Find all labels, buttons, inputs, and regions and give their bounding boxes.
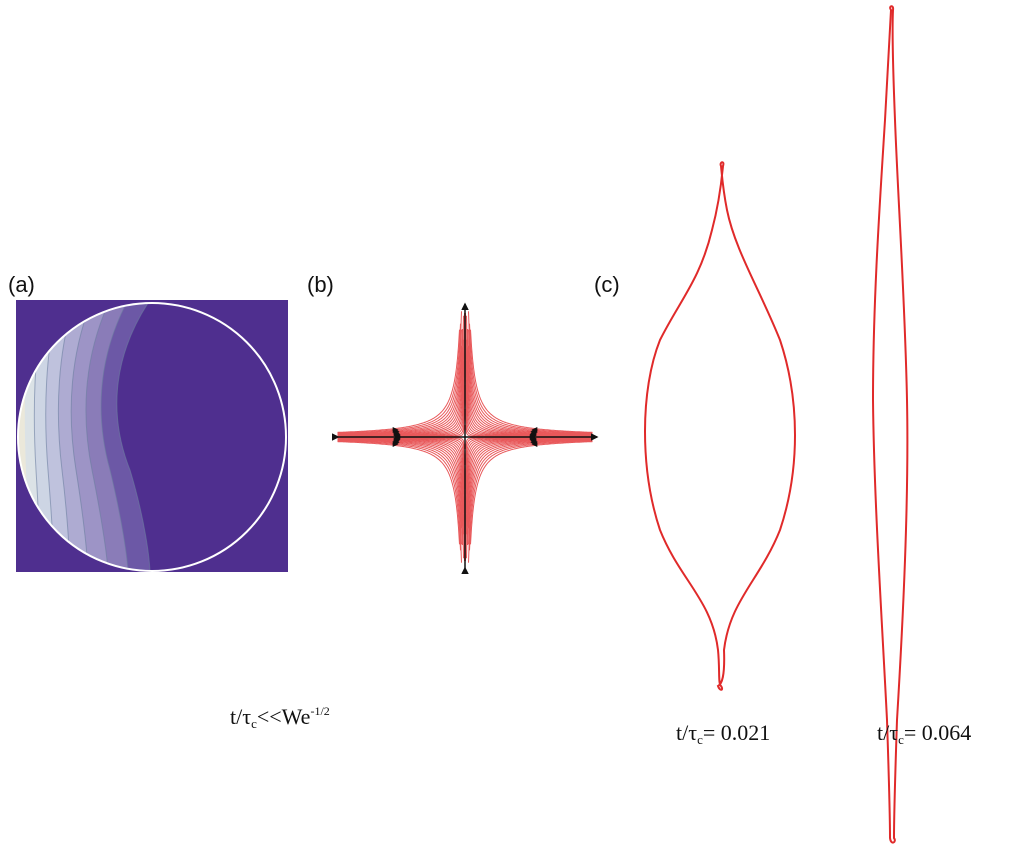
caption-shape1-prefix: t/τ bbox=[676, 720, 698, 745]
streamline bbox=[337, 436, 465, 522]
streamline bbox=[337, 352, 465, 438]
streamline bbox=[465, 436, 593, 522]
streamline bbox=[337, 440, 462, 563]
streamline bbox=[465, 352, 593, 438]
streamline bbox=[466, 437, 593, 514]
streamline bbox=[468, 439, 593, 545]
streamline bbox=[337, 439, 462, 545]
streamline bbox=[337, 323, 461, 434]
streamline bbox=[337, 437, 464, 514]
streamline bbox=[337, 441, 460, 545]
caption-shape1-value: = 0.021 bbox=[702, 720, 771, 745]
streamline bbox=[337, 329, 460, 433]
panel-a-contour-plot bbox=[16, 300, 288, 572]
drop-shape-t064 bbox=[871, 5, 909, 844]
streamline bbox=[468, 329, 593, 435]
streamline bbox=[337, 437, 464, 559]
streamline bbox=[470, 441, 593, 545]
panel-label-a: (a) bbox=[8, 272, 35, 297]
caption-regime-sub: c bbox=[251, 716, 257, 731]
streamline bbox=[337, 315, 464, 437]
caption-shape2-prefix: t/τ bbox=[877, 720, 899, 745]
streamline bbox=[337, 329, 462, 435]
caption-regime-prefix: t/τ bbox=[230, 704, 252, 729]
streamline bbox=[337, 440, 461, 551]
streamline bbox=[466, 360, 593, 437]
panel-c-drop-shapes bbox=[644, 5, 909, 844]
caption-shape1-sub: c bbox=[697, 732, 703, 747]
panel-b-streamline-plot bbox=[332, 302, 599, 574]
panel-label-b: (b) bbox=[307, 272, 334, 297]
caption-shape2-value: = 0.064 bbox=[903, 720, 972, 745]
caption-shape-t021: t/τc= 0.021 bbox=[676, 720, 770, 748]
panel-a-circle bbox=[17, 302, 287, 572]
caption-regime: t/τc<<We-1/2 bbox=[230, 704, 330, 732]
streamline bbox=[468, 439, 593, 529]
streamline bbox=[469, 323, 593, 434]
streamline bbox=[468, 345, 593, 435]
streamline bbox=[337, 345, 462, 435]
drop-shape-t021 bbox=[644, 161, 796, 691]
caption-regime-sup: -1/2 bbox=[310, 704, 330, 718]
streamline bbox=[470, 329, 593, 433]
streamline bbox=[337, 360, 464, 437]
streamline bbox=[469, 440, 593, 551]
streamline bbox=[337, 439, 462, 529]
panel-label-c: (c) bbox=[594, 272, 620, 297]
streamline bbox=[466, 437, 593, 559]
streamline bbox=[337, 311, 462, 434]
streamline bbox=[466, 315, 593, 437]
caption-shape-t064: t/τc= 0.064 bbox=[877, 720, 971, 748]
streamline bbox=[468, 440, 593, 563]
caption-shape2-sub: c bbox=[898, 732, 904, 747]
streamline bbox=[468, 311, 593, 434]
caption-regime-middle: <<We bbox=[256, 704, 311, 729]
